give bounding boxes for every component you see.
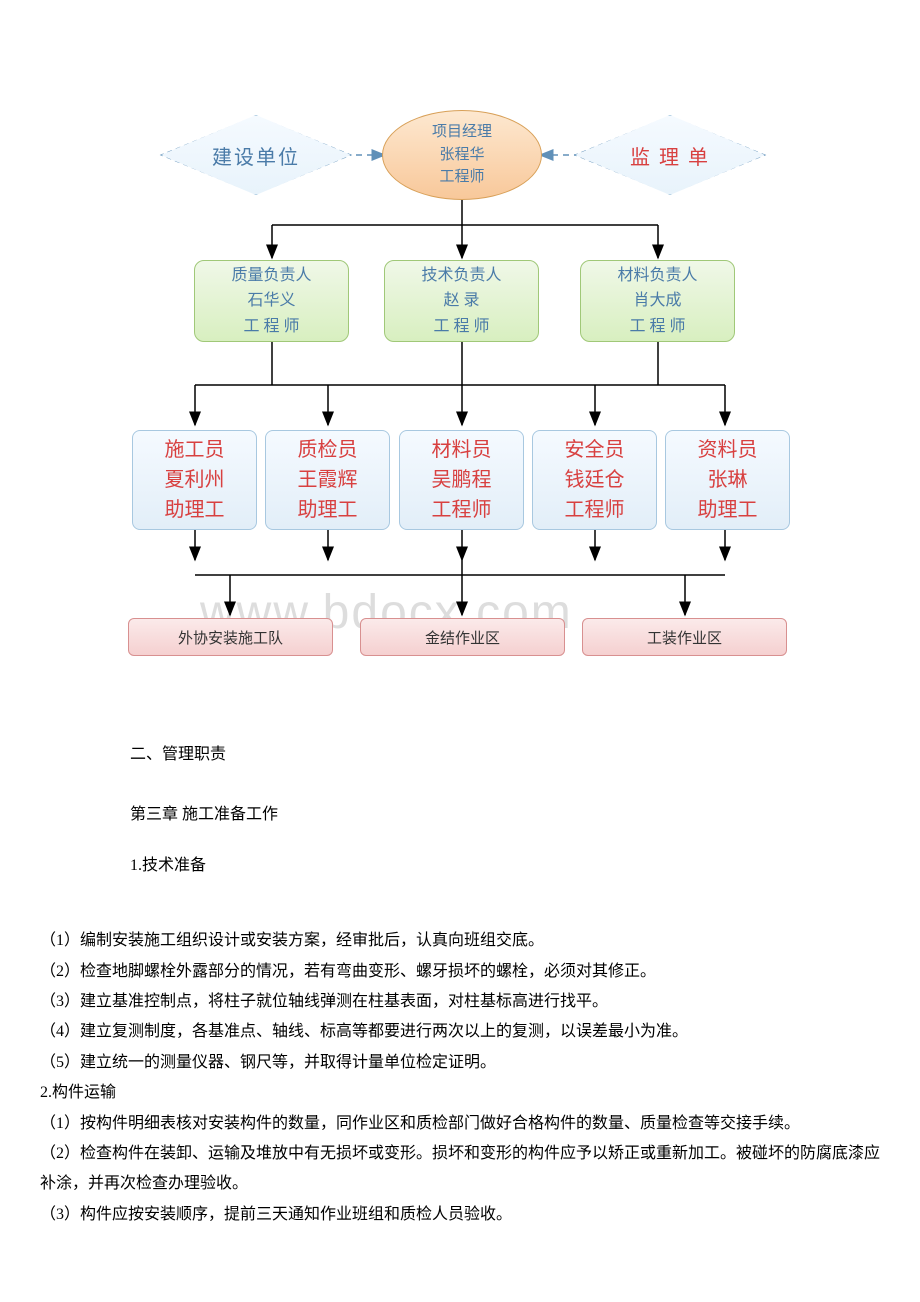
tech-prep-title: 1.技术准备 <box>130 851 820 881</box>
node-material-worker: 材料员 吴鹏程 工程师 <box>399 430 524 530</box>
tech-prep-p2: （2）检查地脚螺栓外露部分的情况，若有弯曲变形、螺牙损坏的螺栓，必须对其修正。 <box>40 957 880 987</box>
node-document-worker: 资料员 张琳 助理工 <box>665 430 790 530</box>
tech-role: 工 程 师 <box>433 314 489 340</box>
transport-title: 2.构件运输 <box>40 1078 880 1108</box>
tech-prep-p4: （4）建立复测制度，各基准点、轴线、标高等都要进行两次以上的复测，以误差最小为准… <box>40 1017 880 1047</box>
transport-p3: （3）构件应按安装顺序，提前三天通知作业班组和质检人员验收。 <box>40 1200 880 1230</box>
cw-role: 助理工 <box>165 495 225 525</box>
cw-title: 施工员 <box>165 435 225 465</box>
sw-role: 工程师 <box>565 495 625 525</box>
quality-name: 石华义 <box>247 288 295 314</box>
content-upper: 二、管理职责 第三章 施工准备工作 1.技术准备 <box>0 680 920 926</box>
qc-name: 王霞辉 <box>298 465 358 495</box>
node-supervision-unit: 监 理 单 <box>575 115 765 195</box>
node-project-manager: 项目经理 张程华 工程师 <box>382 110 542 200</box>
node-team2: 金结作业区 <box>360 618 565 656</box>
dw-name: 张琳 <box>708 465 748 495</box>
mw-role: 工程师 <box>432 495 492 525</box>
qc-role: 助理工 <box>298 495 358 525</box>
tech-prep-p3: （3）建立基准控制点，将柱子就位轴线弹测在柱基表面，对柱基标高进行找平。 <box>40 987 880 1017</box>
node-qc-worker: 质检员 王霞辉 助理工 <box>265 430 390 530</box>
node-quality-lead: 质量负责人 石华义 工 程 师 <box>194 260 349 342</box>
pm-title: 项目经理 <box>432 121 492 144</box>
tech-name: 赵 录 <box>443 288 479 314</box>
cw-name: 夏利州 <box>165 465 225 495</box>
node-team3: 工装作业区 <box>582 618 787 656</box>
team3-label: 工装作业区 <box>647 627 722 648</box>
pm-name: 张程华 <box>439 144 484 167</box>
material-role: 工 程 师 <box>629 314 685 340</box>
content-lower: （1）编制安装施工组织设计或安装方案，经审批后，认真向班组交底。 （2）检查地脚… <box>0 926 920 1270</box>
node-tech-lead: 技术负责人 赵 录 工 程 师 <box>384 260 539 342</box>
node-construction-unit: 建设单位 <box>161 115 351 195</box>
label-construction-unit: 建设单位 <box>212 141 300 170</box>
mw-name: 吴鹏程 <box>432 465 492 495</box>
qc-title: 质检员 <box>298 435 358 465</box>
node-construction-worker: 施工员 夏利州 助理工 <box>132 430 257 530</box>
dw-role: 助理工 <box>698 495 758 525</box>
node-team1: 外协安装施工队 <box>128 618 333 656</box>
node-material-lead: 材料负责人 肖大成 工 程 师 <box>580 260 735 342</box>
dw-title: 资料员 <box>698 435 758 465</box>
pm-role: 工程师 <box>439 166 484 189</box>
org-flowchart: www.bdocx.com <box>0 0 920 680</box>
tech-prep-p5: （5）建立统一的测量仪器、钢尺等，并取得计量单位检定证明。 <box>40 1048 880 1078</box>
team1-label: 外协安装施工队 <box>178 627 283 648</box>
chapter3-title: 第三章 施工准备工作 <box>130 800 820 830</box>
material-name: 肖大成 <box>633 288 681 314</box>
label-supervision-unit: 监 理 单 <box>630 141 710 170</box>
transport-p1: （1）按构件明细表核对安装构件的数量，同作业区和质检部门做好合格构件的数量、质量… <box>40 1109 880 1139</box>
mw-title: 材料员 <box>432 435 492 465</box>
tech-prep-p1: （1）编制安装施工组织设计或安装方案，经审批后，认真向班组交底。 <box>40 926 880 956</box>
team2-label: 金结作业区 <box>425 627 500 648</box>
section2-title: 二、管理职责 <box>130 740 820 770</box>
sw-title: 安全员 <box>565 435 625 465</box>
quality-title: 质量负责人 <box>231 263 311 289</box>
transport-p2: （2）检查构件在装卸、运输及堆放中有无损坏或变形。损坏和变形的构件应予以矫正或重… <box>40 1139 880 1200</box>
quality-role: 工 程 师 <box>243 314 299 340</box>
tech-title: 技术负责人 <box>421 263 501 289</box>
material-title: 材料负责人 <box>617 263 697 289</box>
sw-name: 钱廷仓 <box>565 465 625 495</box>
node-safety-worker: 安全员 钱廷仓 工程师 <box>532 430 657 530</box>
